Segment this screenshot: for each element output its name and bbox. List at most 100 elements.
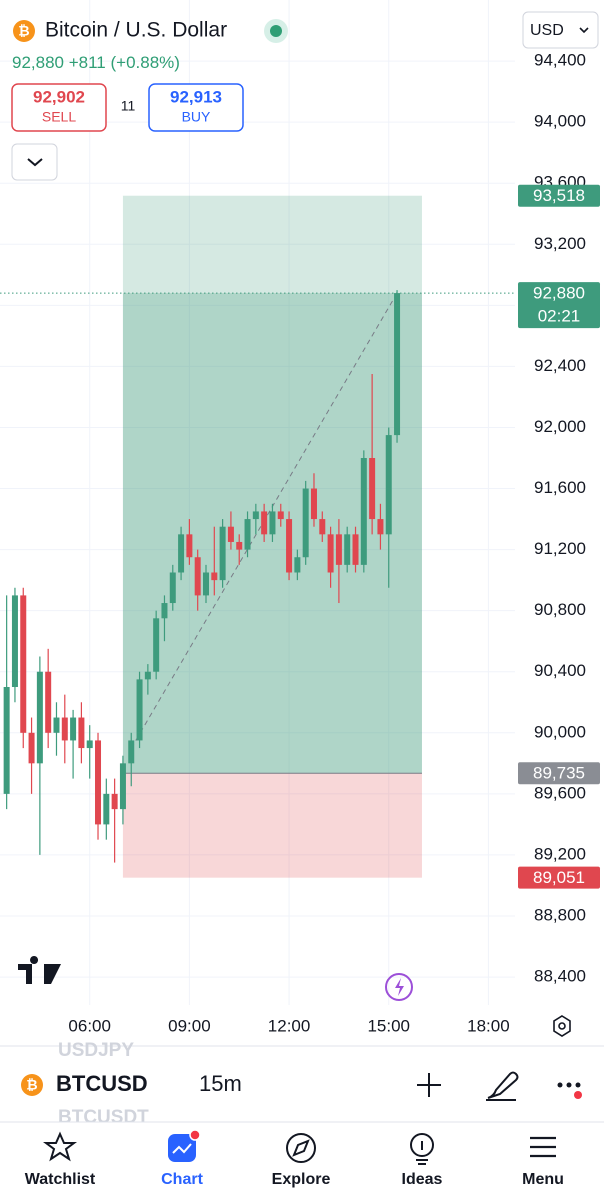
- y-tick-label: 90,800: [534, 600, 586, 619]
- status-dot: [270, 25, 282, 37]
- y-tick-label: 90,000: [534, 722, 586, 741]
- nav-label[interactable]: Explore: [272, 1171, 331, 1188]
- x-tick-label: 09:00: [168, 1016, 211, 1035]
- y-tick-label: 89,600: [534, 783, 586, 802]
- chart-icon-line: [172, 1143, 192, 1154]
- candle-body: [385, 435, 392, 535]
- candle-body: [144, 671, 151, 680]
- candle-body: [327, 534, 334, 573]
- sell-label: SELL: [42, 109, 76, 125]
- last-price: 92,880: [12, 53, 64, 72]
- sell-button[interactable]: [11, 83, 107, 132]
- watchlist-icon: [43, 1131, 77, 1162]
- price-tag-label: 93,518: [533, 186, 585, 205]
- symbol[interactable]: BTCUSD: [56, 1071, 148, 1096]
- change: +811: [69, 53, 106, 72]
- price-axis: 88,400 88,800 89,200 89,600 90,000 90,400 90,8…: [68, 51, 586, 1036]
- candle-body: [128, 740, 135, 764]
- change-pct: (+0.88%): [111, 53, 180, 72]
- btc-icon: [13, 20, 35, 42]
- bolt: [395, 978, 404, 996]
- candle-body: [310, 488, 317, 520]
- interval[interactable]: 15m: [199, 1071, 242, 1096]
- explore-icon: [286, 1133, 316, 1163]
- candle-body: [61, 717, 68, 741]
- candle-body: [36, 671, 43, 764]
- assistant-icon[interactable]: [385, 973, 413, 1001]
- candle-body: [194, 557, 201, 596]
- candle-body: [95, 740, 102, 825]
- menu-icon: [530, 1136, 556, 1158]
- nav-label[interactable]: Watchlist: [25, 1171, 96, 1188]
- candle-body: [244, 519, 251, 550]
- buy-price: 92,913: [170, 87, 222, 106]
- candle-body: [302, 488, 309, 558]
- settings-icon[interactable]: [553, 1015, 571, 1037]
- candle-body: [178, 534, 185, 573]
- candle-body: [369, 458, 376, 520]
- price-tag-label: 89,735: [533, 764, 585, 783]
- y-tick-label: 91,600: [534, 478, 586, 497]
- candle-body: [286, 519, 293, 573]
- candle-body: [294, 557, 301, 573]
- candle-body: [119, 763, 126, 810]
- y-tick-label: 94,000: [534, 112, 586, 131]
- nav-labels: Watchlist Chart Explore Ideas Menu: [25, 1171, 564, 1188]
- y-tick-label: 92,000: [534, 417, 586, 436]
- buy-button[interactable]: [148, 83, 244, 132]
- candle-body: [236, 541, 243, 550]
- nav-label[interactable]: Chart: [161, 1171, 203, 1188]
- price-tag: [518, 866, 600, 889]
- candle-body: [219, 526, 226, 581]
- price-tag: [518, 762, 600, 785]
- chevron: [27, 158, 43, 167]
- btc-glyph: ₿: [26, 1077, 37, 1093]
- candle-body: [53, 717, 60, 733]
- spread: 11: [121, 98, 136, 114]
- candle-body: [269, 511, 276, 535]
- candle-body: [103, 793, 110, 825]
- dot: [557, 1082, 563, 1088]
- candle-body: [211, 572, 218, 581]
- candle-body: [78, 717, 85, 749]
- candle-body: [169, 572, 176, 604]
- candle-body: [227, 526, 234, 542]
- candle-body: [153, 618, 160, 672]
- buy-label: BUY: [182, 109, 211, 125]
- candle-body: [377, 519, 384, 535]
- badge: [189, 1129, 201, 1141]
- nav-label[interactable]: Menu: [522, 1171, 564, 1188]
- draw-icon[interactable]: [486, 1071, 519, 1101]
- candle-body: [111, 793, 118, 810]
- candle-body: [45, 671, 52, 733]
- candle-body: [20, 595, 27, 733]
- y-tick-label: 88,400: [534, 967, 586, 986]
- stop-zone: [122, 773, 422, 878]
- y-tick-label: 93,200: [534, 234, 586, 253]
- bulb-lines: [416, 1141, 428, 1165]
- nav-label[interactable]: Ideas: [402, 1171, 443, 1188]
- tv-logo: [18, 956, 61, 984]
- candle-body: [186, 534, 193, 558]
- candle-body: [86, 740, 93, 749]
- add-icon[interactable]: [417, 1073, 441, 1097]
- currency-select[interactable]: [522, 11, 599, 49]
- candle-body: [261, 511, 268, 535]
- chart-icon: [168, 1134, 196, 1162]
- ghost-symbol: USDJPY: [58, 1040, 134, 1061]
- candle-body: [28, 732, 35, 764]
- expand-button[interactable]: [11, 143, 58, 181]
- price-tag-label: 92,880: [533, 284, 585, 303]
- settings-dot: [558, 1022, 566, 1030]
- candle-body: [360, 458, 367, 565]
- y-tick-label: 91,200: [534, 539, 586, 558]
- price-line: 92,880 +811 (+0.88%): [12, 53, 180, 72]
- symbol-title: Bitcoin / U.S. Dollar: [45, 19, 227, 42]
- candle-body: [277, 511, 284, 520]
- ideas-icon: [410, 1133, 434, 1157]
- btc-icon: [21, 1074, 43, 1096]
- badge: [574, 1091, 582, 1099]
- x-tick-label: 18:00: [467, 1016, 510, 1035]
- candle-body: [344, 534, 351, 565]
